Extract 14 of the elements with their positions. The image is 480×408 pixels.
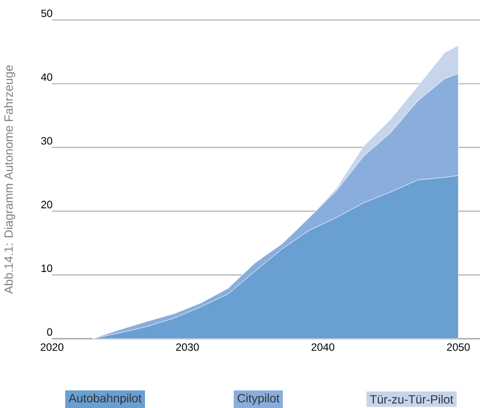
text: Tür-zu-Tür-Pilot [370, 394, 454, 404]
text: Autobahnpilot [68, 394, 142, 405]
y-axis-title: Abb.14.1: Diagramm Autonome Fahrzeuge [4, 65, 16, 294]
y-tick-label: 20 [41, 200, 52, 208]
text: Citypilot [238, 394, 280, 405]
x-tick-label: 2050 [447, 343, 470, 351]
y-tick-label: 50 [41, 10, 52, 18]
y-tick-label: 10 [42, 264, 52, 272]
x-tick-label: 2030 [176, 343, 199, 351]
x-tick-label: 2020 [40, 343, 64, 351]
y-tick-label: 40 [41, 73, 52, 81]
y-tick-label: 30 [41, 137, 52, 145]
y-tick-label: 0 [47, 328, 52, 336]
x-tick-label: 2040 [312, 343, 334, 351]
